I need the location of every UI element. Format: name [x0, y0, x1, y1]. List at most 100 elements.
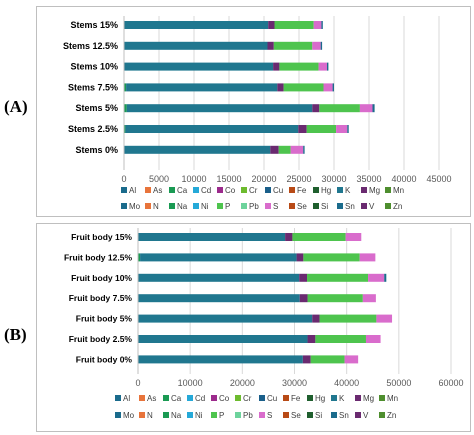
- x-tick-label: 20000: [230, 378, 255, 388]
- bar-segment-p-stems-2-5: [306, 125, 337, 133]
- category-label: Stems 7.5%: [68, 82, 118, 92]
- x-tick-label: 30000: [321, 174, 346, 184]
- legend-label-cr: Cr: [243, 394, 252, 403]
- legend-label-al: Al: [129, 186, 136, 195]
- legend-label-v: V: [369, 202, 375, 211]
- bar-segment-k-fruit-body-0: [138, 355, 303, 364]
- legend-swatch-ni: [193, 203, 199, 209]
- legend-label-mg: Mg: [369, 186, 380, 195]
- legend-label-si: Si: [315, 411, 322, 420]
- bar-segment-s-stems-15: [313, 21, 322, 29]
- legend-label-k: K: [339, 394, 345, 403]
- bar-segment-s-fruit-body-12-5: [359, 253, 376, 262]
- legend-swatch-na: [163, 412, 169, 418]
- legend-label-cd: Cd: [195, 394, 205, 403]
- legend-swatch-co: [217, 187, 223, 193]
- bar-segment-s-fruit-body-0: [344, 355, 359, 364]
- legend-swatch-mg: [355, 395, 361, 401]
- legend-swatch-mn: [379, 395, 385, 401]
- bar-segment-k-stems-12-5: [124, 41, 268, 50]
- legend-swatch-sn: [337, 203, 343, 209]
- chart-frame-stems: 0 5000 10000 15000 20000 25000 30000 35000 40000…: [36, 6, 471, 217]
- chart-fruit-body: 0 10000 20000 30000 40000 50000 60000 Fruit bod…: [64, 228, 464, 420]
- bar-segment-k-fruit-body-7-5: [138, 294, 300, 303]
- category-label: Stems 0%: [75, 145, 118, 155]
- legend-label-ni: Ni: [201, 202, 209, 211]
- legend-label-mn: Mn: [387, 394, 398, 403]
- legend-label-na: Na: [171, 411, 182, 420]
- bar-segment-p-stems-10: [279, 62, 319, 71]
- bar-segment-p-fruit-body-12-5: [303, 253, 360, 262]
- x-tick-label: 0: [121, 174, 126, 184]
- bar-segment-mg-fruit-body-7-5: [299, 294, 308, 303]
- x-tick-label: 40000: [334, 378, 359, 388]
- legend-swatch-k: [337, 187, 343, 193]
- legend-label-pb: Pb: [249, 202, 259, 211]
- legend-label-n: N: [147, 411, 153, 420]
- legend-label-hg: Hg: [321, 186, 331, 195]
- legend-swatch-v: [355, 412, 361, 418]
- legend-swatch-p: [211, 412, 217, 418]
- legend-label-se: Se: [291, 411, 301, 420]
- bar-segment-k-fruit-body-5: [138, 314, 313, 323]
- bar-segment-sn-stems-2-5: [347, 125, 349, 133]
- legend-swatch-cu: [265, 187, 271, 193]
- bar-segment-sn-stems-7-5: [332, 83, 334, 92]
- category-label: Fruit body 12.5%: [64, 252, 132, 262]
- x-tick-label: 60000: [438, 378, 463, 388]
- legend-label-s: S: [267, 411, 272, 420]
- legend-swatch-al: [115, 395, 121, 401]
- bar-segment-s-fruit-body-10: [368, 273, 385, 282]
- legend-label-cr: Cr: [249, 186, 258, 195]
- legend-label-na: Na: [177, 202, 188, 211]
- bar-segment-sn-fruit-body-10: [384, 273, 387, 282]
- x-tick-label: 10000: [178, 378, 203, 388]
- legend-label-co: Co: [225, 186, 236, 195]
- bar-segment-ca-stems-2-5: [124, 125, 126, 133]
- legend-label-as: As: [147, 394, 156, 403]
- category-label: Stems 5%: [75, 103, 118, 113]
- bar-segment-k-fruit-body-12-5: [140, 253, 297, 262]
- legend-label-zn: Zn: [393, 202, 402, 211]
- bar-segment-p-fruit-body-15: [292, 233, 346, 241]
- legend-swatch-s: [259, 412, 265, 418]
- bar-segment-s-fruit-body-7-5: [362, 294, 376, 303]
- x-tick-label: 5000: [149, 174, 169, 184]
- legend-swatch-hg: [313, 187, 319, 193]
- x-tick-label: 25000: [286, 174, 311, 184]
- legend-swatch-se: [289, 203, 295, 209]
- x-tick-label: 50000: [386, 378, 411, 388]
- bar-segment-mg-fruit-body-0: [302, 355, 311, 364]
- category-label: Stems 15%: [70, 20, 118, 30]
- bar-segment-k-fruit-body-2-5: [138, 335, 308, 343]
- bar-segment-ca-stems-5: [124, 104, 127, 113]
- legend-swatch-al: [121, 187, 127, 193]
- bar-segment-s-fruit-body-2-5: [365, 335, 381, 343]
- x-tick-label: 15000: [216, 174, 241, 184]
- legend-label-k: K: [345, 186, 351, 195]
- legend-label-cd: Cd: [201, 186, 211, 195]
- x-tick-label: 0: [135, 378, 140, 388]
- legend-label-al: Al: [123, 394, 130, 403]
- legend-swatch-ni: [187, 412, 193, 418]
- bar-segment-k-stems-5: [126, 104, 313, 113]
- legend-swatch-mn: [385, 187, 391, 193]
- legend-swatch-v: [361, 203, 367, 209]
- bar-segment-s-stems-12-5: [312, 41, 321, 50]
- bar-segment-mg-fruit-body-5: [312, 314, 320, 323]
- bar-segment-k-stems-15: [124, 21, 269, 29]
- chart-stems: 0 5000 10000 15000 20000 25000 30000 35000 40000…: [63, 16, 452, 211]
- legend-label-s: S: [273, 202, 278, 211]
- legend-swatch-as: [139, 395, 145, 401]
- panel-label-a: (A): [4, 97, 28, 116]
- bar-segment-s-stems-10: [318, 62, 327, 71]
- legend-label-p: P: [225, 202, 230, 211]
- bar-segment-mg-stems-5: [312, 104, 320, 113]
- legend-label-as: As: [153, 186, 162, 195]
- bar-segment-ca-stems-7-5: [124, 83, 127, 92]
- legend-label-sn: Sn: [345, 202, 355, 211]
- bar-segment-k-stems-2-5: [125, 125, 299, 133]
- legend-label-si: Si: [321, 202, 328, 211]
- bar-segment-p-fruit-body-0: [310, 355, 345, 364]
- legend-swatch-fe: [289, 187, 295, 193]
